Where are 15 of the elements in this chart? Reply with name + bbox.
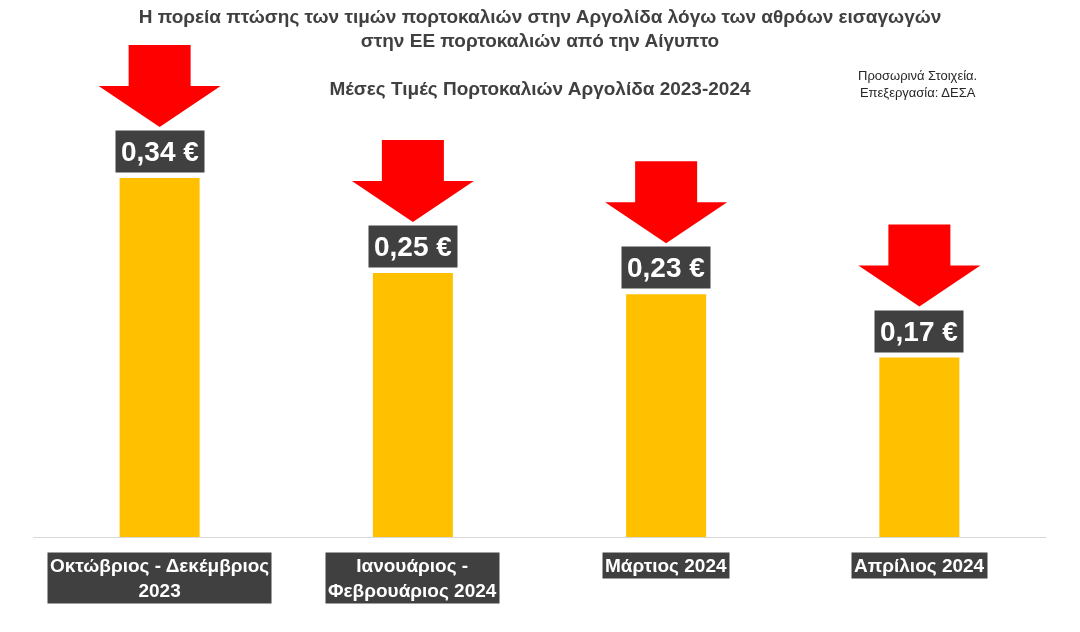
bar — [879, 357, 960, 537]
x-tick-label: Οκτώβριος - Δεκέμβριος 2023 — [50, 555, 270, 601]
text: Προσωρινά Στοιχεία. Επεξεργασία: ΔΕΣΑ — [858, 68, 978, 100]
bar — [372, 273, 453, 537]
bar — [119, 178, 200, 537]
x-tick-label: Ιανουάριος - Φεβρουάριος 2024 — [328, 555, 497, 601]
chart-subtitle: Μέσες Τιμές Πορτοκαλιών Αργολίδα 2023-2024 — [329, 78, 751, 100]
data-label: 0,23 € — [627, 252, 706, 283]
x-tick-label: Απρίλιος 2024 — [854, 555, 985, 576]
data-label: 0,25 € — [374, 231, 453, 262]
x-tick-label: Μάρτιος 2024 — [605, 555, 727, 576]
data-label: 0,34 € — [121, 136, 200, 167]
data-label: 0,17 € — [880, 316, 959, 347]
chart-title: Η πορεία πτώσης των τιμών πορτοκαλιών στην Αργολίδα λόγω των αθρόων εισαγωγών στην ΕΕ πορτοκαλιών από την Αίγυπτο — [138, 5, 942, 52]
bar — [626, 294, 707, 537]
